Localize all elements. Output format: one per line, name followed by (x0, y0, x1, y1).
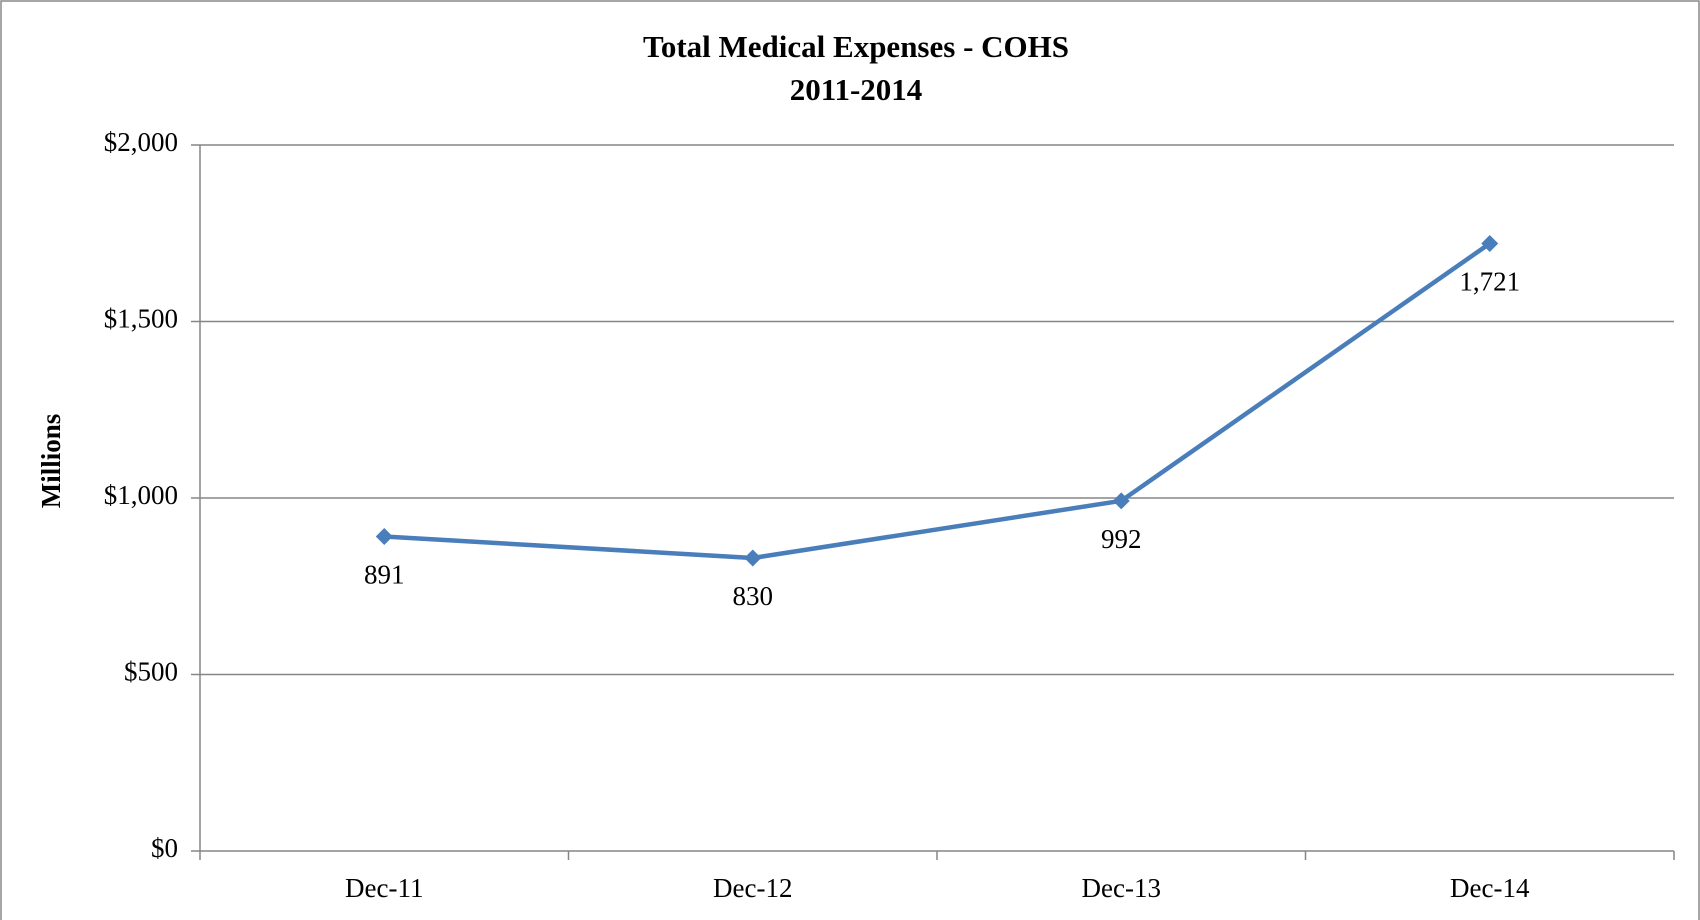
y-tick-label: $500 (124, 657, 178, 687)
x-tick-label: Dec-14 (1450, 873, 1530, 903)
x-tick-label: Dec-12 (713, 873, 792, 903)
y-tick-label: $0 (151, 833, 178, 863)
data-line (384, 241, 1492, 561)
data-label: 891 (364, 560, 405, 590)
y-tick-label: $1,000 (104, 480, 178, 510)
x-tick-label: Dec-13 (1082, 873, 1161, 903)
y-tick-label: $1,500 (104, 304, 178, 334)
data-label: 992 (1101, 524, 1142, 554)
chart-title: Total Medical Expenses - COHS (643, 29, 1069, 64)
y-tick-label: $2,000 (104, 127, 178, 157)
x-tick-label: Dec-11 (345, 873, 423, 903)
chart-subtitle: 2011-2014 (790, 72, 923, 107)
data-point (1481, 234, 1499, 252)
data-point (744, 549, 762, 567)
data-point (1112, 492, 1130, 510)
data-point (375, 527, 393, 545)
y-axis-label: Millions (36, 414, 66, 509)
data-label: 1,721 (1459, 267, 1520, 297)
data-label: 830 (733, 581, 774, 611)
